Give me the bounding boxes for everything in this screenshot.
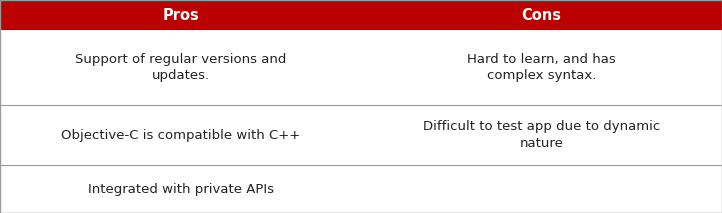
Bar — [0, 30, 722, 213]
Text: Integrated with private APIs: Integrated with private APIs — [87, 183, 274, 196]
Text: Cons: Cons — [521, 7, 562, 23]
Text: Objective-C is compatible with C++: Objective-C is compatible with C++ — [61, 128, 300, 141]
Bar — [0, 0, 722, 30]
Text: Difficult to test app due to dynamic
nature: Difficult to test app due to dynamic nat… — [423, 120, 660, 150]
Text: Hard to learn, and has
complex syntax.: Hard to learn, and has complex syntax. — [467, 52, 616, 82]
Text: Support of regular versions and
updates.: Support of regular versions and updates. — [75, 52, 286, 82]
Text: Pros: Pros — [162, 7, 199, 23]
